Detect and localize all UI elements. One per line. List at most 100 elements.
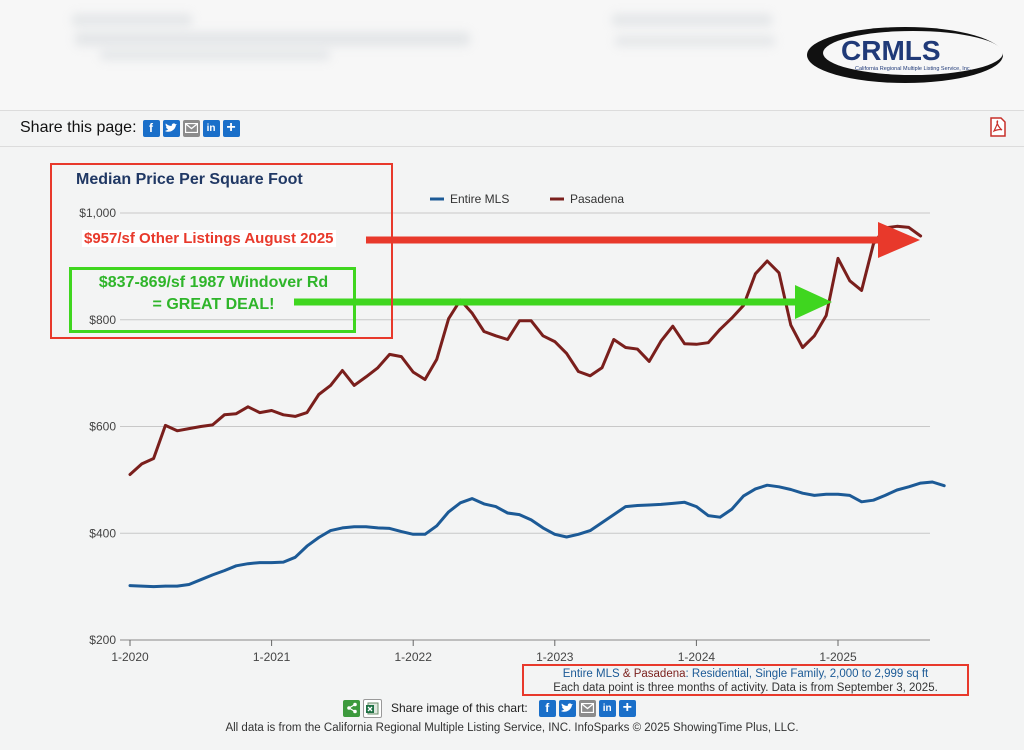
data-point xyxy=(730,316,733,320)
data-point xyxy=(589,374,592,377)
y-tick-label: $400 xyxy=(89,526,116,540)
data-point xyxy=(246,405,250,408)
data-point xyxy=(943,484,946,487)
data-point xyxy=(895,225,899,228)
data-point xyxy=(329,384,332,387)
pdf-icon[interactable] xyxy=(988,117,1008,137)
red-arrow-head xyxy=(878,222,920,258)
data-point xyxy=(128,584,132,587)
data-point xyxy=(801,346,804,349)
x-tick-label: 1-2020 xyxy=(111,650,149,664)
linkedin-icon[interactable]: in xyxy=(598,699,616,717)
chart-data-note: Each data point is three months of activ… xyxy=(553,682,938,694)
facebook-icon[interactable]: f xyxy=(538,699,556,717)
chart-filter-description: Entire MLS & Pasadena: Residential, Sing… xyxy=(524,667,967,681)
divider xyxy=(0,146,1024,147)
data-point xyxy=(518,319,521,323)
twitter-icon[interactable] xyxy=(162,119,180,137)
data-point xyxy=(648,360,651,363)
data-point xyxy=(317,536,320,539)
filter-entire-mls[interactable]: Entire MLS xyxy=(562,668,620,680)
data-point xyxy=(565,352,568,355)
data-point xyxy=(258,561,261,564)
data-point xyxy=(600,521,604,524)
data-point xyxy=(187,583,191,586)
data-point xyxy=(707,341,710,344)
data-point xyxy=(836,493,840,496)
data-point xyxy=(199,578,202,581)
data-point xyxy=(860,500,863,503)
data-point xyxy=(813,494,816,497)
data-point xyxy=(825,493,828,496)
data-point xyxy=(435,524,438,527)
email-icon[interactable] xyxy=(182,119,200,137)
x-tick-label: 1-2025 xyxy=(819,650,857,664)
data-point xyxy=(494,505,497,508)
data-point xyxy=(730,508,733,511)
filter-pasadena[interactable]: Pasadena xyxy=(633,668,686,680)
data-point xyxy=(671,324,674,328)
data-point xyxy=(931,480,934,484)
data-point xyxy=(612,338,615,341)
data-point xyxy=(412,533,415,536)
blurred-header-text xyxy=(75,32,470,46)
data-point xyxy=(388,527,391,530)
divider xyxy=(0,110,1024,111)
data-point xyxy=(128,473,132,476)
x-axis: 1-2020 1-2021 1-2022 1-2023 1-2024 1-2025 xyxy=(111,640,857,664)
x-tick-label: 1-2024 xyxy=(678,650,716,664)
data-point xyxy=(506,511,509,515)
data-point xyxy=(246,562,250,565)
data-point xyxy=(895,488,899,492)
footer-credit: All data is from the California Regional… xyxy=(225,722,799,734)
data-point xyxy=(789,323,792,327)
annotation-windover: $837-869/sf 1987 Windover Rd = GREAT DEA… xyxy=(76,272,351,316)
email-icon[interactable] xyxy=(578,699,596,717)
add-icon[interactable]: + xyxy=(618,699,636,717)
data-point xyxy=(683,342,686,345)
data-point xyxy=(400,530,403,533)
data-point xyxy=(235,564,238,568)
facebook-icon[interactable]: f xyxy=(142,119,160,137)
share-icon[interactable] xyxy=(343,699,360,717)
data-point xyxy=(459,501,462,505)
data-point xyxy=(577,370,580,373)
y-tick-label: $800 xyxy=(89,313,116,327)
data-point xyxy=(624,346,627,349)
legend-label: Pasadena xyxy=(570,192,624,206)
data-point xyxy=(860,289,863,292)
twitter-icon[interactable] xyxy=(558,699,576,717)
data-point xyxy=(718,328,722,331)
share-page-label: Share this page: xyxy=(20,119,137,136)
series-line-pasadena xyxy=(128,224,923,476)
data-point xyxy=(589,529,592,532)
data-point xyxy=(164,424,167,427)
linkedin-icon[interactable]: in xyxy=(202,119,220,137)
data-point xyxy=(600,366,604,369)
data-point xyxy=(211,573,214,577)
data-point xyxy=(801,492,804,495)
data-point xyxy=(152,457,155,460)
data-point xyxy=(140,462,143,466)
blurred-header-text xyxy=(612,14,772,26)
add-icon[interactable]: + xyxy=(222,119,240,137)
filter-property-type[interactable]: : Residential, Single Family, 2,000 to 2… xyxy=(685,668,929,680)
data-point xyxy=(848,494,851,497)
data-point xyxy=(140,584,143,588)
y-tick-label: $200 xyxy=(89,633,116,647)
data-point xyxy=(482,502,486,506)
data-point xyxy=(754,487,757,491)
data-point xyxy=(199,425,202,428)
blurred-header-text xyxy=(615,36,775,46)
excel-icon[interactable] xyxy=(363,698,382,718)
data-point xyxy=(376,366,379,369)
data-point xyxy=(695,343,698,346)
data-point xyxy=(565,535,568,539)
data-point xyxy=(754,272,757,276)
data-point xyxy=(518,513,521,516)
data-point xyxy=(636,504,639,507)
data-point xyxy=(766,484,769,487)
data-point xyxy=(530,319,533,323)
svg-text:CRMLS: CRMLS xyxy=(841,35,941,66)
data-point xyxy=(907,485,910,489)
